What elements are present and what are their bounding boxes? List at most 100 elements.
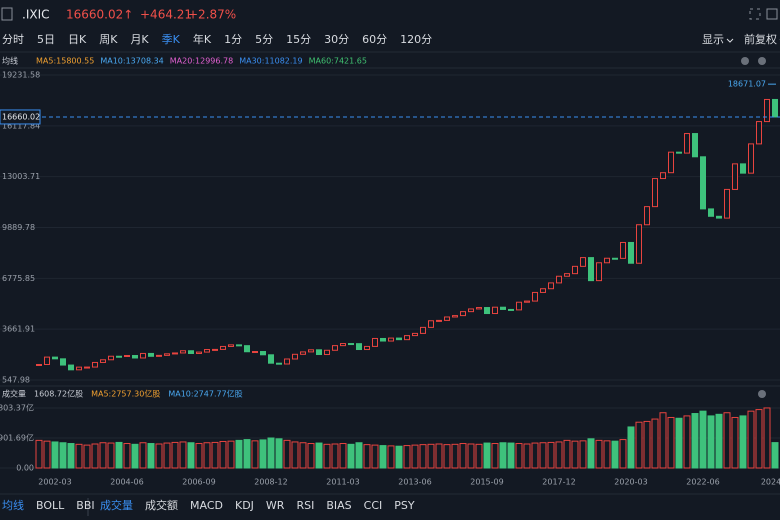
y-tick-label: 6775.85 [2, 274, 35, 283]
volume-bar [699, 410, 707, 469]
x-tick-label: 2017-12 [542, 478, 575, 487]
candle-body [732, 163, 738, 190]
volume-bar [475, 443, 483, 469]
x-tick-label: 2004-06 [110, 478, 143, 487]
candle-body [452, 315, 458, 318]
candle-body [484, 307, 490, 315]
x-tick-label: 2022-06 [686, 478, 719, 487]
volume-bar [419, 444, 427, 469]
close-icon[interactable] [758, 390, 766, 398]
period-tab[interactable]: 1分 [224, 33, 242, 46]
candle-body [764, 98, 770, 123]
menu-icon[interactable] [1, 7, 13, 21]
candle-body [172, 352, 178, 355]
period-tab[interactable]: 季K [162, 33, 181, 46]
x-tick-label: 2020-03 [614, 478, 647, 487]
volume-bar [155, 443, 163, 469]
volume-bar [499, 442, 507, 469]
period-tab[interactable]: 周K [99, 33, 118, 46]
candle-body [236, 344, 242, 347]
period-tab[interactable]: 月K [130, 33, 149, 46]
volume-bar [107, 442, 115, 469]
volume-legend: 1608.72亿股 [34, 389, 83, 399]
candle-body [292, 353, 298, 360]
indicator-tab[interactable]: RSI [296, 499, 314, 512]
candle-body [580, 257, 586, 267]
indicator-tab[interactable]: WR [266, 499, 285, 512]
remove-icon[interactable] [758, 57, 766, 65]
period-tab[interactable]: 分时 [2, 33, 24, 46]
candle-body [532, 291, 538, 302]
indicator-tab[interactable]: 均线 [2, 498, 24, 512]
y-tick-label: 16117.84 [2, 121, 40, 130]
fullscreen-icon[interactable] [749, 8, 761, 20]
volume-bar [91, 443, 99, 469]
candle-body [300, 351, 306, 355]
candle-body [284, 358, 290, 365]
volume-bar [67, 443, 75, 469]
indicator-tab[interactable]: 成交额 [145, 498, 178, 512]
y-tick-label: 547.98 [2, 376, 30, 385]
indicator-tab[interactable]: BBI [76, 499, 94, 512]
volume-bar [235, 439, 243, 469]
indicator-tab[interactable]: MACD [190, 499, 223, 512]
candle-body [548, 282, 554, 290]
volume-legend: MA5:2757.30亿股 [91, 389, 160, 399]
candle-body [180, 350, 186, 354]
period-tab[interactable]: 年K [193, 32, 212, 46]
indicator-tab[interactable]: 成交量 [100, 498, 133, 512]
volume-bar [243, 439, 251, 469]
menu-button[interactable]: 显示 [702, 33, 724, 46]
candle-body [644, 206, 650, 226]
candle-body [116, 355, 122, 358]
volume-bar [563, 439, 571, 469]
volume-bar [227, 440, 235, 469]
candle-body [652, 178, 658, 208]
volume-bar [251, 440, 259, 469]
period-tab[interactable]: 15分 [286, 33, 311, 46]
indicator-tab[interactable]: CCI [364, 499, 383, 512]
indicator-tab[interactable]: BOLL [36, 499, 65, 512]
volume-bar [259, 439, 267, 469]
volume-bar [211, 441, 219, 469]
candle-body [68, 364, 74, 371]
candle-body [596, 262, 602, 282]
volume-bar [75, 443, 83, 469]
add-icon[interactable] [741, 57, 749, 65]
candle-body [476, 307, 482, 310]
volume-bar [739, 415, 747, 469]
period-tab[interactable]: 5分 [255, 33, 273, 46]
candle-body [156, 354, 162, 357]
candle-body [740, 163, 746, 174]
volume-bar [715, 413, 723, 469]
volume-bar [395, 445, 403, 469]
x-tick-label: 2015-09 [470, 478, 503, 487]
volume-bar [555, 441, 563, 469]
menu-button[interactable]: 前复权 [744, 32, 777, 46]
candle-body [460, 311, 466, 317]
period-tab[interactable]: 60分 [362, 33, 387, 46]
window-icon[interactable] [766, 8, 778, 20]
volume-tick-label: 0.00 [16, 464, 34, 473]
period-tab[interactable]: 120分 [400, 33, 432, 46]
period-tab[interactable]: 日K [68, 33, 87, 46]
candle-body [268, 354, 274, 364]
volume-bar [355, 442, 363, 469]
indicator-tab[interactable]: BIAS [326, 499, 351, 512]
candle-body [412, 332, 418, 337]
high-label: 18671.07 [728, 80, 766, 89]
ma-legend: MA5:15800.55 [36, 57, 94, 66]
candle-body [628, 241, 634, 264]
volume-tick-label: 1901.69亿 [0, 432, 34, 442]
volume-bar [379, 445, 387, 469]
indicator-tab[interactable]: KDJ [235, 499, 254, 512]
indicator-tab[interactable]: PSY [394, 499, 415, 512]
y-tick-label: 3661.91 [2, 325, 35, 334]
period-tab[interactable]: 30分 [324, 33, 349, 46]
period-tab[interactable]: 5日 [37, 33, 55, 46]
candle-body [636, 224, 642, 264]
candle-body [604, 257, 610, 264]
volume-bar [219, 440, 227, 469]
volume-bar [339, 443, 347, 469]
candle-body [124, 355, 130, 358]
